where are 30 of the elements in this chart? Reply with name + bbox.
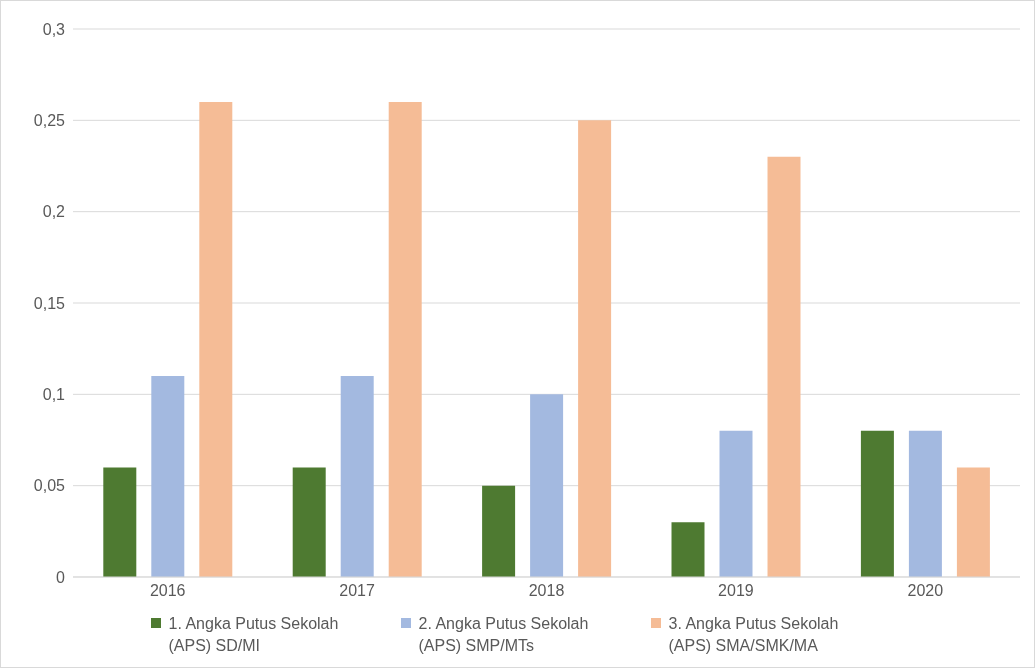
bar [482,485,516,577]
y-tick-label: 0,3 [42,20,66,38]
bar [860,430,894,577]
bar [671,522,705,577]
y-tick-label: 0,25 [33,112,66,130]
legend-label: 3. Angka Putus Sekolah (APS) SMA/SMK/MA [668,614,840,656]
bar [340,376,374,577]
bar [151,376,185,577]
y-tick-label: 0 [56,568,66,586]
bar [578,120,612,577]
y-tick-label: 0,2 [42,203,66,221]
bar [103,467,137,577]
bar [908,430,942,577]
y-tick-label: 0,15 [33,294,66,312]
x-tick-label: 2019 [718,582,754,600]
y-tick-label: 0,1 [42,386,66,404]
x-tick-label: 2020 [907,582,944,600]
bar [292,467,326,577]
x-tick-label: 2017 [339,582,375,600]
bar [956,467,990,577]
legend-label: 1. Angka Putus Sekolah (APS) SD/MI [168,614,340,656]
x-tick-label: 2018 [528,582,565,600]
y-tick-label: 0,05 [33,477,66,495]
bar [388,102,422,577]
bar [719,430,753,577]
bar [767,156,801,577]
bar [199,102,233,577]
legend-label: 2. Angka Putus Sekolah (APS) SMP/MTs [418,614,590,656]
x-tick-label: 2016 [149,582,186,600]
bar [530,394,564,577]
